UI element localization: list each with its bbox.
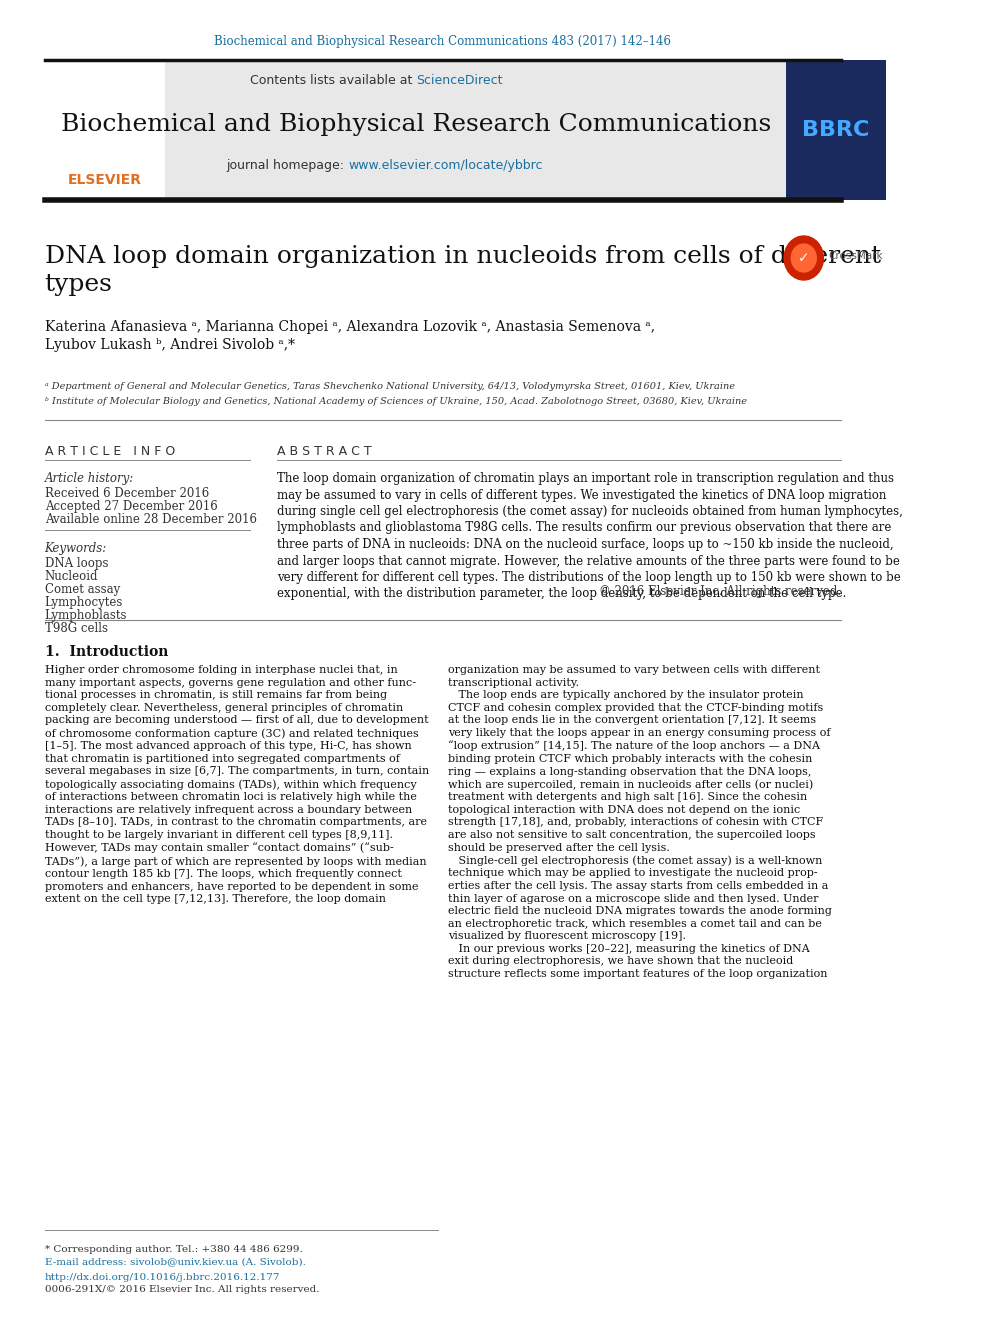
Text: © 2016 Elsevier Inc. All rights reserved.: © 2016 Elsevier Inc. All rights reserved… — [599, 585, 841, 598]
FancyBboxPatch shape — [786, 60, 886, 200]
Text: Accepted 27 December 2016: Accepted 27 December 2016 — [45, 500, 217, 513]
Text: * Corresponding author. Tel.: +380 44 486 6299.: * Corresponding author. Tel.: +380 44 48… — [45, 1245, 303, 1254]
Text: Contents lists available at: Contents lists available at — [250, 74, 417, 86]
Text: Keywords:: Keywords: — [45, 542, 107, 556]
FancyBboxPatch shape — [45, 60, 166, 200]
Text: Lymphocytes: Lymphocytes — [45, 595, 123, 609]
Text: 1.  Introduction: 1. Introduction — [45, 646, 168, 659]
Text: organization may be assumed to vary between cells with different
transcriptional: organization may be assumed to vary betw… — [448, 665, 832, 979]
Circle shape — [792, 243, 816, 273]
Text: http://dx.doi.org/10.1016/j.bbrc.2016.12.177: http://dx.doi.org/10.1016/j.bbrc.2016.12… — [45, 1273, 280, 1282]
Text: CrossMark: CrossMark — [828, 251, 883, 261]
Text: A R T I C L E   I N F O: A R T I C L E I N F O — [45, 445, 175, 458]
Text: Received 6 December 2016: Received 6 December 2016 — [45, 487, 209, 500]
Text: Katerina Afanasieva ᵃ, Marianna Chopei ᵃ, Alexandra Lozovik ᵃ, Anastasia Semenov: Katerina Afanasieva ᵃ, Marianna Chopei ᵃ… — [45, 320, 655, 352]
Circle shape — [784, 235, 823, 280]
Text: The loop domain organization of chromatin plays an important role in transcripti: The loop domain organization of chromati… — [277, 472, 903, 601]
Text: A B S T R A C T: A B S T R A C T — [277, 445, 371, 458]
Text: Nucleoid: Nucleoid — [45, 570, 98, 583]
Text: ᵇ Institute of Molecular Biology and Genetics, National Academy of Sciences of U: ᵇ Institute of Molecular Biology and Gen… — [45, 397, 747, 406]
Text: DNA loops: DNA loops — [45, 557, 108, 570]
Text: ScienceDirect: ScienceDirect — [417, 74, 503, 86]
Text: E-mail address: sivolob@univ.kiev.ua (A. Sivolob).: E-mail address: sivolob@univ.kiev.ua (A.… — [45, 1257, 306, 1266]
Text: DNA loop domain organization in nucleoids from cells of different
types: DNA loop domain organization in nucleoid… — [45, 245, 881, 296]
Text: T98G cells: T98G cells — [45, 622, 108, 635]
Text: BBRC: BBRC — [803, 120, 870, 140]
Text: Article history:: Article history: — [45, 472, 134, 486]
FancyBboxPatch shape — [45, 60, 786, 200]
Text: ᵃ Department of General and Molecular Genetics, Taras Shevchenko National Univer: ᵃ Department of General and Molecular Ge… — [45, 382, 735, 392]
Text: Biochemical and Biophysical Research Communications: Biochemical and Biophysical Research Com… — [62, 114, 772, 136]
Text: Available online 28 December 2016: Available online 28 December 2016 — [45, 513, 257, 527]
Text: journal homepage:: journal homepage: — [226, 159, 348, 172]
Text: ✓: ✓ — [798, 251, 809, 265]
Text: 0006-291X/© 2016 Elsevier Inc. All rights reserved.: 0006-291X/© 2016 Elsevier Inc. All right… — [45, 1285, 319, 1294]
Text: ELSEVIER: ELSEVIER — [67, 173, 142, 187]
Text: www.elsevier.com/locate/ybbrc: www.elsevier.com/locate/ybbrc — [348, 159, 543, 172]
Text: Biochemical and Biophysical Research Communications 483 (2017) 142–146: Biochemical and Biophysical Research Com… — [214, 36, 672, 49]
Text: Lymphoblasts: Lymphoblasts — [45, 609, 127, 622]
Text: Higher order chromosome folding in interphase nuclei that, in
many important asp: Higher order chromosome folding in inter… — [45, 665, 429, 905]
Text: Comet assay: Comet assay — [45, 583, 120, 595]
